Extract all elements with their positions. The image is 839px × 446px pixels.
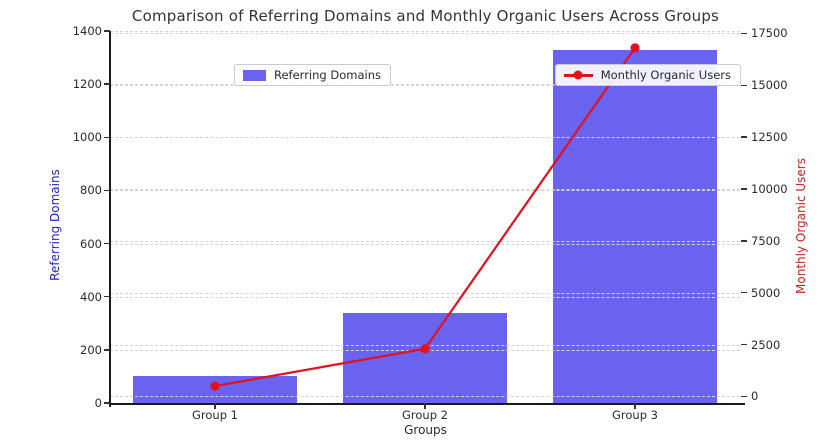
y-tick-left (104, 402, 110, 404)
y-tick-left (104, 189, 110, 192)
y-tick-left (104, 30, 110, 32)
bar-swatch-icon (243, 69, 266, 81)
marker-dot-icon (573, 70, 583, 80)
bars-layer (110, 31, 740, 403)
x-tick-label: Group 3 (612, 408, 658, 422)
x-axis-label: Groups (404, 423, 447, 437)
legend-monthly-organic-users: Monthly Organic Users (554, 64, 741, 86)
gridline (110, 243, 740, 245)
gridline (110, 85, 740, 87)
y-tick-right (741, 188, 747, 190)
line-marker (420, 344, 430, 354)
gridline (110, 188, 740, 190)
y-tick-left (104, 136, 110, 138)
x-tick (634, 403, 636, 409)
monthly-organic-users-line (214, 47, 636, 388)
y-tick-left (104, 242, 110, 245)
y-tick-label-left: 1000 (72, 130, 102, 145)
line-marker-swatch-icon (563, 70, 593, 80)
y-tick-right (741, 395, 747, 398)
legend-label: Referring Domains (274, 68, 381, 82)
x-tick (424, 403, 426, 409)
gridline (110, 296, 740, 298)
y-tick-right (741, 136, 747, 138)
y-tick-label-left: 400 (80, 289, 102, 304)
y-tick-label-right: 7500 (751, 233, 781, 248)
y-axis-label-right: Monthly Organic Users (794, 158, 808, 294)
y-tick-right (741, 84, 747, 86)
bottom-spine (109, 403, 746, 405)
left-spine (109, 31, 111, 407)
y-tick-label-right: 12500 (751, 130, 788, 145)
bar-group-3 (553, 49, 717, 403)
y-tick-label-right: 0 (751, 389, 759, 404)
gridline (110, 240, 740, 242)
chart-title: Comparison of Referring Domains and Mont… (131, 7, 720, 25)
x-tick-label: Group 1 (192, 408, 238, 422)
y-tick-right (741, 32, 747, 35)
gridline (110, 396, 740, 398)
gridline (110, 137, 740, 139)
gridline (110, 84, 740, 86)
x-tick (214, 403, 216, 409)
legend-label: Monthly Organic Users (600, 68, 731, 82)
y-tick-label-left: 1200 (72, 77, 102, 92)
y-tick-label-right: 2500 (751, 337, 781, 352)
y-tick-label-right: 10000 (751, 181, 788, 196)
y-tick-right (741, 240, 747, 242)
line-series-layer (210, 43, 640, 391)
x-tick-label: Group 2 (402, 408, 448, 422)
line-marker (210, 381, 220, 391)
y-tick-label-left: 600 (80, 236, 102, 251)
y-tick-right (741, 292, 747, 294)
y-tick-label-right: 17500 (751, 26, 788, 41)
y-tick-left (104, 349, 110, 351)
y-tick-label-left: 1400 (72, 24, 102, 38)
y-tick-label-left: 0 (94, 396, 102, 410)
y-tick-left (104, 83, 110, 85)
gridline (110, 33, 740, 35)
gridline (110, 190, 740, 192)
y-tick-label-right: 5000 (751, 285, 781, 300)
plot-area: Referring Domains Monthly Organic Users (109, 31, 746, 407)
y-tick-label-left: 800 (80, 183, 102, 198)
gridline (110, 31, 740, 32)
y-tick-right (741, 343, 747, 346)
y-tick-label-right: 15000 (751, 78, 788, 93)
line-marker (630, 43, 640, 53)
legend-referring-domains: Referring Domains (234, 64, 391, 86)
y-tick-left (104, 296, 110, 298)
y-tick-label-left: 200 (80, 342, 102, 357)
gridline (110, 292, 740, 294)
